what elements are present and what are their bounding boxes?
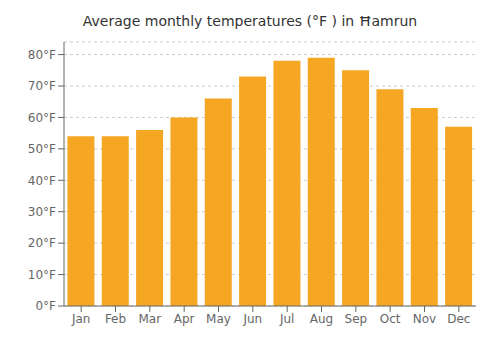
svg-text:Sep: Sep bbox=[345, 312, 368, 326]
svg-text:30°F: 30°F bbox=[28, 205, 56, 219]
svg-text:Dec: Dec bbox=[447, 312, 470, 326]
svg-text:May: May bbox=[206, 312, 231, 326]
svg-text:20°F: 20°F bbox=[28, 236, 56, 250]
svg-text:Apr: Apr bbox=[174, 312, 195, 326]
svg-text:Jul: Jul bbox=[279, 312, 294, 326]
svg-text:40°F: 40°F bbox=[28, 174, 56, 188]
svg-text:70°F: 70°F bbox=[28, 79, 56, 93]
svg-text:Jan: Jan bbox=[71, 312, 91, 326]
svg-text:Oct: Oct bbox=[380, 312, 401, 326]
svg-text:80°F: 80°F bbox=[28, 48, 56, 62]
svg-text:Aug: Aug bbox=[310, 312, 333, 326]
svg-text:Jun: Jun bbox=[242, 312, 262, 326]
html-text:Average monthly temperatures (: Average monthly temperatures (°F ) in Ħa… bbox=[82, 13, 418, 29]
svg-text:50°F: 50°F bbox=[28, 142, 56, 156]
svg-text:Mar: Mar bbox=[139, 312, 162, 326]
svg-text:Feb: Feb bbox=[105, 312, 126, 326]
svg-text:Nov: Nov bbox=[413, 312, 436, 326]
svg-text:10°F: 10°F bbox=[28, 268, 56, 282]
svg-text:0°F: 0°F bbox=[35, 299, 56, 313]
svg-text:60°F: 60°F bbox=[28, 111, 56, 125]
